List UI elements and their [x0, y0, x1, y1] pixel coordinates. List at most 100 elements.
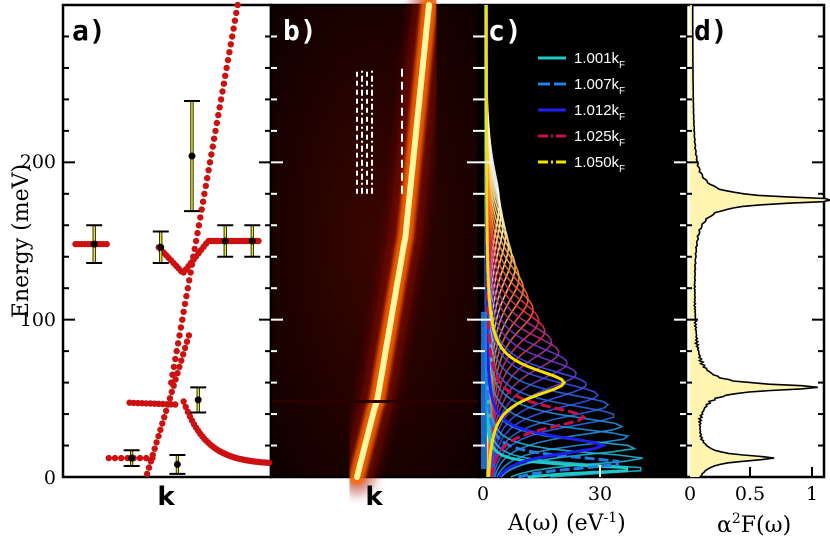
errorbar-center — [157, 243, 165, 251]
legend-entry-1: 1.001kF — [574, 50, 625, 71]
data-point — [180, 398, 187, 405]
panel-label-c: c) — [488, 14, 522, 47]
data-point — [166, 395, 174, 402]
data-point — [118, 454, 125, 462]
data-point — [231, 17, 239, 24]
data-point — [170, 382, 177, 389]
data-point — [161, 414, 168, 421]
legend-entry-4: 1.025kF — [574, 128, 625, 149]
data-point — [176, 363, 183, 371]
data-point — [151, 445, 158, 452]
x-tick-label-d-0: 0 — [684, 483, 696, 505]
y-axis-title: Energy (meV) — [9, 164, 34, 318]
y-tick-label-100: 100 — [20, 309, 56, 331]
data-point — [184, 285, 191, 292]
data-point — [210, 135, 218, 142]
errorbar-center — [188, 152, 196, 160]
data-point — [149, 454, 156, 462]
data-point — [162, 407, 170, 415]
data-point — [185, 332, 193, 339]
data-point — [223, 64, 230, 72]
x-tick-label-d-1: 1 — [806, 483, 818, 505]
x-axis-title-c-sup: -1 — [603, 510, 617, 526]
data-point — [197, 214, 204, 221]
legend-entry-5: 1.050kF — [574, 154, 625, 175]
y-tick-label-200: 200 — [20, 151, 56, 173]
x-axis-title-c: A(ω) (eV-1) — [507, 510, 626, 536]
data-point — [174, 340, 182, 347]
data-point — [209, 143, 216, 150]
panel-d-eliashberg — [690, 5, 830, 478]
legend-series-curve — [484, 5, 567, 478]
data-point — [216, 104, 223, 111]
data-point — [234, 1, 241, 9]
errorbar-center — [128, 454, 136, 462]
errorbar-center — [221, 237, 229, 245]
x-axis-title-d-end: F(ω) — [741, 513, 791, 538]
data-point — [181, 300, 189, 308]
data-point — [181, 344, 189, 352]
data-point — [217, 96, 225, 103]
data-point — [183, 292, 190, 300]
legend-entry-2: 1.007kF — [574, 76, 625, 97]
data-point — [208, 151, 215, 158]
x-tick-label-c-30: 30 — [588, 483, 612, 505]
x-axis-title-a: k — [157, 482, 175, 512]
errorbar-center — [90, 240, 98, 248]
legend-entry-1-main: 1.001k — [574, 50, 620, 67]
data-point — [213, 119, 221, 127]
errorbar-center — [194, 396, 202, 404]
panel-label-d: d) — [694, 14, 728, 47]
low-energy-edge — [481, 311, 487, 470]
data-point — [174, 370, 181, 377]
panel-a-dispersion — [72, 1, 273, 478]
data-point — [222, 72, 229, 80]
data-point — [157, 426, 164, 433]
data-point — [136, 454, 144, 462]
panel-label-a: a) — [72, 14, 106, 47]
legend-entry-4-main: 1.025k — [574, 128, 620, 145]
x-axis-title-c-main: A(ω) (eV — [507, 511, 605, 536]
x-axis-title-d-sup: 2 — [732, 511, 741, 527]
data-point — [153, 439, 160, 446]
legend-entry-2-sub: F — [619, 86, 625, 97]
panel-c-spectra — [481, 4, 643, 479]
data-point — [192, 237, 200, 245]
data-point — [227, 41, 234, 48]
errorbar-center — [173, 460, 181, 468]
x-axis-title-b: k — [365, 482, 383, 512]
data-point — [201, 190, 208, 197]
data-point — [202, 240, 210, 247]
data-point — [224, 56, 232, 64]
panel-label-b: b) — [283, 14, 317, 47]
data-point — [111, 454, 119, 462]
data-point — [202, 182, 209, 190]
data-point — [186, 277, 193, 284]
data-point — [187, 269, 194, 276]
data-point — [205, 167, 212, 174]
legend-entry-1-sub: F — [619, 60, 625, 71]
data-point — [226, 49, 233, 56]
data-point — [215, 111, 222, 119]
data-point — [179, 316, 186, 323]
legend-entry-5-sub: F — [619, 164, 625, 175]
data-point — [183, 338, 191, 345]
data-point — [176, 332, 183, 339]
alpha2F-line — [691, 5, 830, 478]
data-point — [206, 159, 214, 166]
data-point — [212, 127, 219, 135]
x-axis-title-d: α2F(ω) — [717, 511, 791, 538]
data-point — [143, 454, 150, 462]
data-point — [233, 9, 240, 17]
data-point — [191, 245, 198, 253]
legend-entry-2-main: 1.007k — [574, 76, 620, 93]
data-point — [177, 324, 185, 331]
data-point — [229, 33, 236, 40]
data-point — [105, 454, 113, 462]
legend-entry-4-sub: F — [619, 138, 625, 149]
data-point — [220, 80, 228, 87]
data-point — [103, 240, 110, 248]
data-point — [172, 355, 179, 363]
x-tick-label-c-0: 0 — [477, 483, 489, 505]
data-point — [168, 388, 175, 396]
